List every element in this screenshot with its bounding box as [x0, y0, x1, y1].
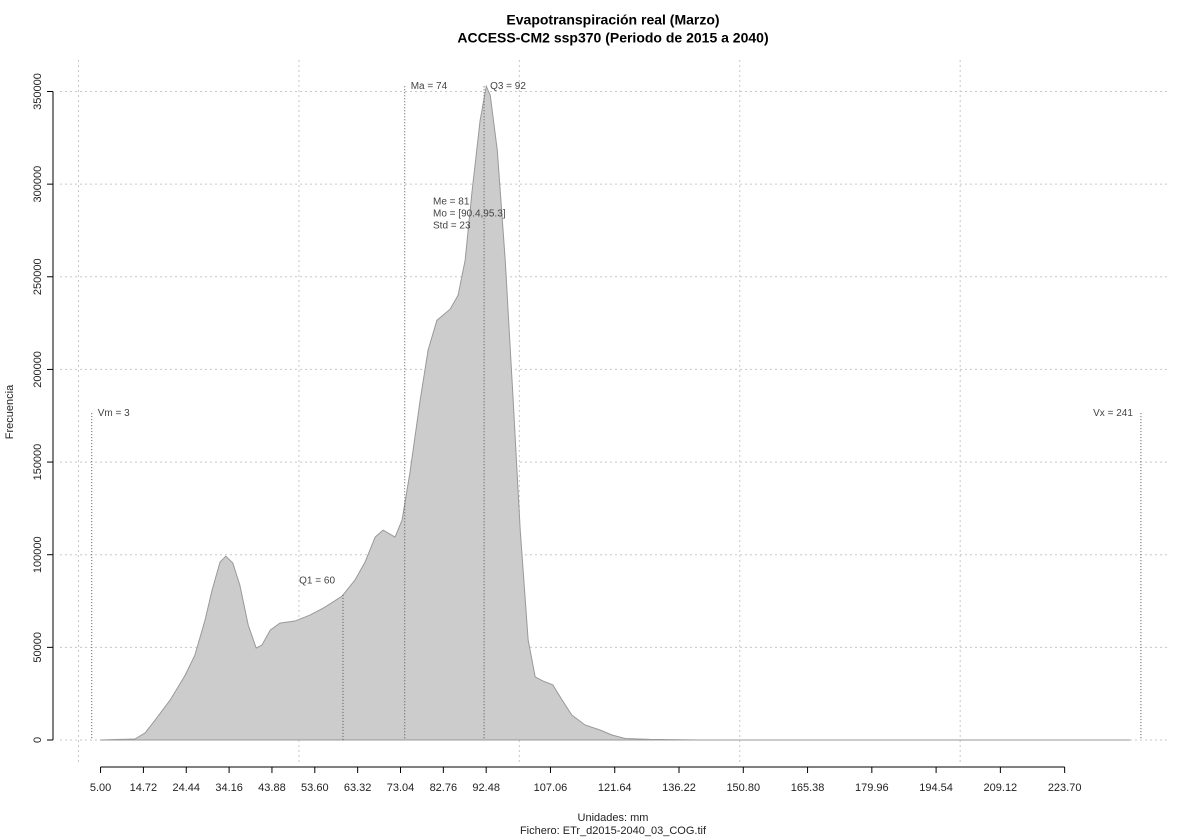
x-axis-label: Unidades: mm	[578, 812, 649, 824]
y-tick-label: 100000	[32, 536, 44, 573]
x-tick-label: 63.32	[344, 782, 372, 794]
y-tick-label: 250000	[32, 258, 44, 295]
x-tick-label: 223.70	[1048, 782, 1082, 794]
x-tick-label: 14.72	[130, 782, 158, 794]
stat-label: Std = 23	[433, 221, 471, 232]
x-tick-label: 209.12	[984, 782, 1018, 794]
x-tick-label: 34.16	[215, 782, 243, 794]
reference-label: Vx = 241	[1093, 408, 1133, 419]
x-tick-label: 53.60	[301, 782, 329, 794]
y-tick-label: 300000	[32, 166, 44, 203]
x-tick-label: 43.88	[258, 782, 286, 794]
x-tick-label: 150.80	[726, 782, 760, 794]
x-tick-label: 73.04	[387, 782, 415, 794]
x-tick-label: 136.22	[662, 782, 696, 794]
stat-label: Me = 81	[433, 197, 470, 208]
chart-title: Evapotranspiración real (Marzo)	[506, 12, 719, 28]
reference-label: Q1 = 60	[299, 576, 335, 587]
caption: Fichero: ETr_d2015-2040_03_COG.tif	[520, 825, 707, 837]
reference-label: Ma = 74	[411, 81, 448, 92]
x-tick-label: 5.00	[90, 782, 111, 794]
chart-subtitle: ACCESS-CM2 ssp370 (Periodo de 2015 a 204…	[457, 30, 768, 46]
y-tick-label: 150000	[32, 444, 44, 481]
x-tick-label: 121.64	[598, 782, 632, 794]
reference-label: Vm = 3	[98, 408, 130, 419]
y-tick-label: 350000	[32, 73, 44, 110]
y-axis-label: Frecuencia	[4, 384, 16, 439]
y-tick-label: 200000	[32, 351, 44, 388]
x-tick-label: 165.38	[791, 782, 825, 794]
x-tick-label: 24.44	[172, 782, 200, 794]
y-tick-label: 50000	[32, 632, 44, 663]
x-tick-label: 82.76	[430, 782, 458, 794]
x-tick-label: 194.54	[919, 782, 953, 794]
x-tick-label: 179.96	[855, 782, 889, 794]
y-tick-label: 0	[32, 737, 44, 743]
reference-label: Q3 = 92	[490, 81, 526, 92]
x-tick-label: 107.06	[534, 782, 568, 794]
area	[100, 84, 1131, 741]
x-tick-label: 92.48	[472, 782, 500, 794]
stat-label: Mo = [90.4,95.3]	[433, 209, 506, 220]
